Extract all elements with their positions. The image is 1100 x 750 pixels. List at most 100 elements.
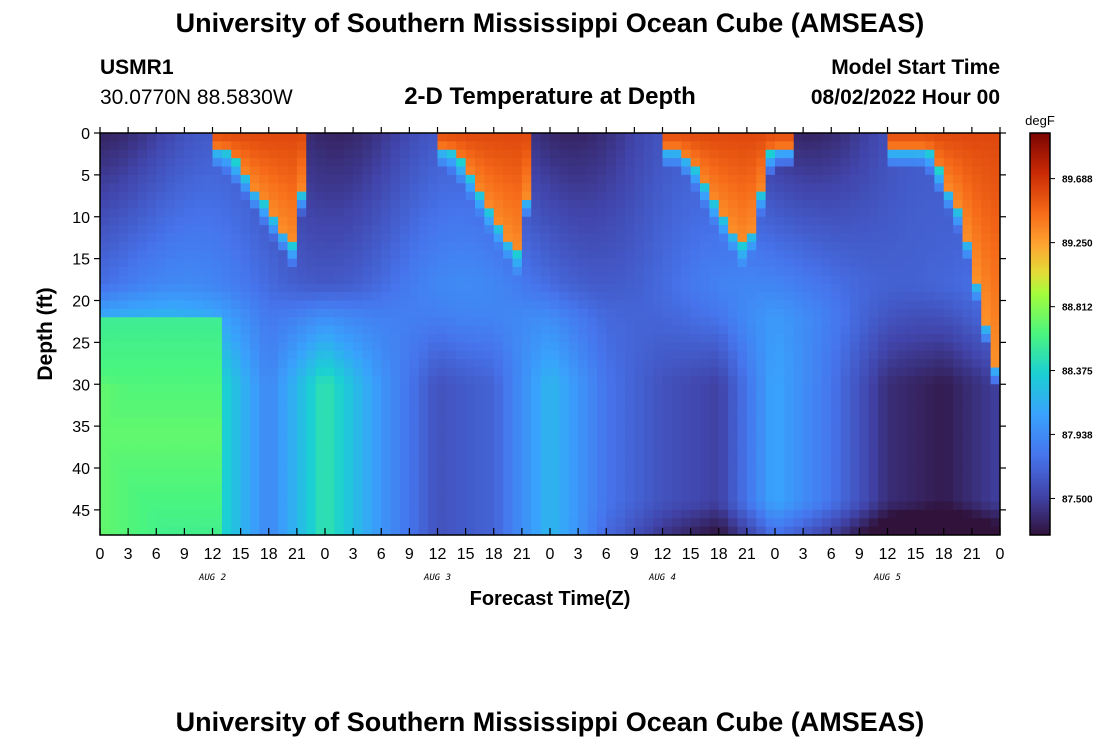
heatmap-cell: [559, 493, 570, 503]
heatmap-cell: [896, 359, 907, 369]
heatmap-cell: [503, 493, 514, 503]
heatmap-cell: [756, 401, 767, 410]
heatmap-cell: [146, 401, 157, 410]
heatmap-cell: [906, 392, 917, 402]
heatmap-cell: [803, 350, 814, 360]
heatmap-cell: [690, 283, 701, 293]
heatmap-cell: [653, 526, 664, 536]
heatmap-cell: [793, 216, 804, 226]
heatmap-cell: [550, 493, 560, 503]
heatmap-cell: [278, 434, 289, 444]
heatmap-cell: [456, 392, 467, 402]
heatmap-cell: [325, 200, 335, 209]
heatmap-cell: [840, 233, 851, 243]
heatmap-cell: [896, 141, 907, 151]
heatmap-cell: [512, 166, 523, 176]
heatmap-cell: [568, 241, 579, 251]
heatmap-cell: [587, 417, 598, 427]
heatmap-cell: [146, 267, 157, 276]
heatmap-cell: [784, 526, 795, 536]
heatmap-cell: [390, 292, 401, 302]
heatmap-cell: [100, 308, 110, 318]
heatmap-cell: [118, 401, 129, 410]
heatmap-cell: [831, 308, 842, 318]
heatmap-cell: [465, 493, 476, 503]
heatmap-cell: [184, 442, 195, 452]
heatmap-cell: [437, 434, 448, 444]
heatmap-cell: [371, 149, 382, 159]
heatmap-cell: [465, 350, 476, 360]
heatmap-cell: [296, 476, 307, 486]
heatmap-cell: [671, 493, 682, 503]
heatmap-cell: [878, 292, 889, 302]
heatmap-cell: [925, 325, 935, 335]
heatmap-cell: [231, 526, 242, 536]
heatmap-cell: [268, 392, 279, 402]
heatmap-cell: [409, 392, 420, 402]
heatmap-cell: [287, 225, 298, 235]
heatmap-cell: [915, 292, 926, 302]
heatmap-cell: [709, 225, 720, 235]
heatmap-cell: [784, 158, 795, 168]
heatmap-cell: [915, 367, 926, 377]
heatmap-cell: [212, 476, 223, 486]
heatmap-cell: [437, 292, 448, 302]
heatmap-cell: [746, 334, 757, 343]
heatmap-cell: [971, 216, 982, 226]
heatmap-cell: [915, 442, 926, 452]
heatmap-cell: [465, 417, 476, 427]
heatmap-cell: [606, 183, 617, 193]
heatmap-cell: [231, 392, 242, 402]
heatmap-cell: [118, 250, 129, 260]
heatmap-cell: [512, 409, 523, 419]
heatmap-cell: [887, 493, 898, 503]
heatmap-cell: [484, 342, 495, 352]
heatmap-cell: [559, 183, 570, 193]
heatmap-cell: [587, 191, 598, 201]
heatmap-cell: [212, 325, 223, 335]
heatmap-cell: [409, 409, 420, 419]
heatmap-cell: [184, 325, 195, 335]
heatmap-cell: [381, 359, 392, 369]
heatmap-cell: [953, 292, 964, 302]
heatmap-cell: [634, 149, 645, 159]
heatmap-cell: [325, 451, 335, 461]
heatmap-cell: [503, 350, 514, 360]
heatmap-cell: [184, 241, 195, 251]
heatmap-cell: [212, 451, 223, 461]
heatmap-cell: [784, 317, 795, 327]
heatmap-cell: [400, 442, 410, 452]
heatmap-cell: [175, 241, 185, 251]
heatmap-cell: [493, 308, 504, 318]
heatmap-cell: [390, 200, 401, 209]
heatmap-cell: [109, 183, 120, 193]
heatmap-cell: [203, 392, 214, 402]
heatmap-cell: [109, 384, 120, 394]
heatmap-cell: [634, 342, 645, 352]
heatmap-cell: [568, 208, 579, 218]
heatmap-cell: [653, 200, 664, 209]
heatmap-cell: [296, 300, 307, 310]
heatmap-cell: [484, 158, 495, 168]
heatmap-cell: [953, 501, 964, 511]
heatmap-cell: [765, 518, 776, 528]
heatmap-cell: [559, 200, 570, 209]
heatmap-cell: [821, 434, 832, 444]
heatmap-cell: [371, 317, 382, 327]
heatmap-cell: [296, 241, 307, 251]
heatmap-cell: [671, 459, 682, 469]
heatmap-cell: [906, 434, 917, 444]
heatmap-cell: [578, 325, 589, 335]
heatmap-cell: [962, 468, 973, 477]
heatmap-cell: [128, 509, 139, 519]
heatmap-cell: [765, 166, 776, 176]
heatmap-cell: [531, 509, 542, 519]
heatmap-cell: [840, 258, 851, 268]
heatmap-cell: [878, 191, 889, 201]
heatmap-cell: [109, 426, 120, 436]
heatmap-cell: [343, 166, 354, 176]
heatmap-cell: [634, 501, 645, 511]
y-tick-label: 25: [72, 335, 90, 352]
heatmap-cell: [409, 317, 420, 327]
heatmap-cell: [306, 451, 317, 461]
